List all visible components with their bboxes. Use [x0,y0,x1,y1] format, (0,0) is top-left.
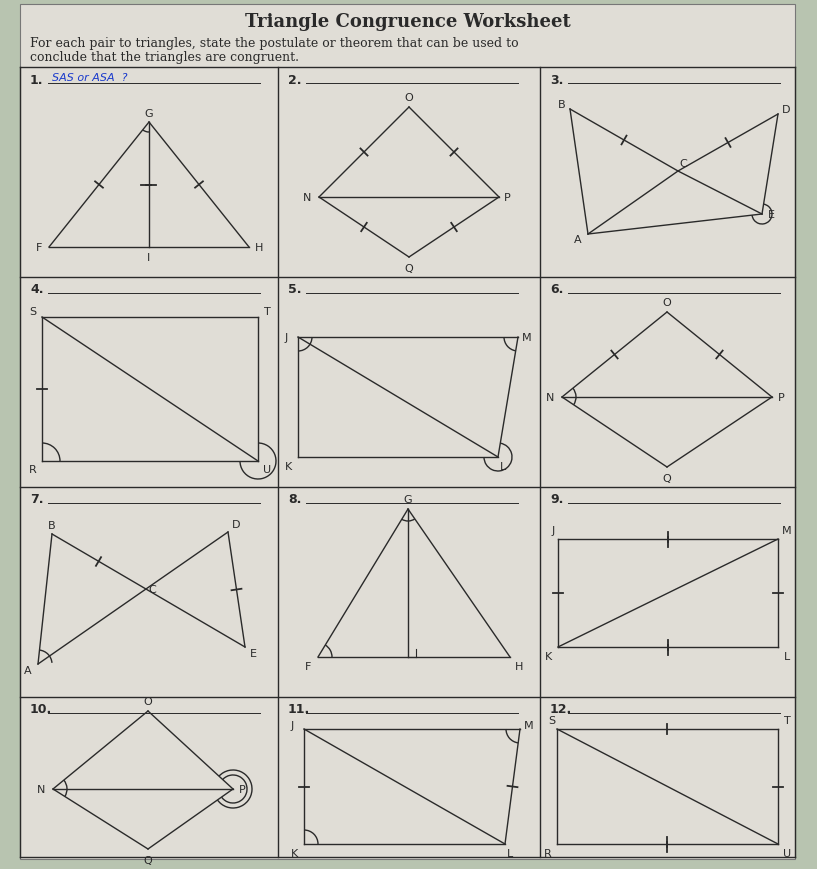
Text: S: S [548,715,556,725]
Text: T: T [264,307,270,316]
Text: O: O [404,93,413,103]
Text: L: L [784,651,790,661]
Text: N: N [37,784,45,794]
Text: P: P [503,193,511,202]
Text: R: R [544,848,551,858]
Text: H: H [515,661,523,671]
Text: J: J [551,526,555,535]
Text: 11.: 11. [288,703,310,716]
Text: B: B [48,521,56,530]
Text: D: D [232,520,240,529]
Text: P: P [239,784,245,794]
Text: Triangle Congruence Worksheet: Triangle Congruence Worksheet [245,13,571,31]
Text: N: N [303,193,311,202]
Text: J: J [290,720,293,730]
Text: 5.: 5. [288,283,301,296]
Text: J: J [284,333,288,342]
Text: F: F [305,661,311,671]
Text: Q: Q [404,263,413,274]
Text: SAS or ASA  ?: SAS or ASA ? [52,73,127,83]
Text: E: E [249,648,257,658]
Text: B: B [558,100,566,109]
Text: K: K [292,848,299,858]
Text: O: O [663,298,672,308]
Text: S: S [29,307,37,316]
Text: K: K [546,651,552,661]
Text: 7.: 7. [30,493,43,506]
FancyBboxPatch shape [20,5,795,859]
Text: conclude that the triangles are congruent.: conclude that the triangles are congruen… [30,51,299,64]
Text: 6.: 6. [550,283,564,296]
Text: G: G [145,109,154,119]
Text: Q: Q [144,855,153,865]
Text: O: O [144,696,153,706]
Text: F: F [36,242,42,253]
Text: R: R [29,464,37,474]
Text: I: I [147,253,150,262]
Text: T: T [784,715,790,725]
Text: C: C [148,584,156,594]
Text: U: U [783,848,791,858]
Text: 4.: 4. [30,283,43,296]
Text: Q: Q [663,474,672,483]
Text: 3.: 3. [550,73,564,86]
Text: K: K [285,461,292,472]
Text: U: U [263,464,271,474]
Text: 2.: 2. [288,73,301,86]
Text: N: N [546,393,554,402]
Text: A: A [574,235,582,245]
Text: 1.: 1. [30,73,43,86]
Text: For each pair to triangles, state the postulate or theorem that can be used to: For each pair to triangles, state the po… [30,36,519,50]
Text: M: M [522,333,532,342]
Text: H: H [255,242,263,253]
Text: L: L [500,461,506,472]
Text: G: G [404,494,413,504]
Text: 9.: 9. [550,493,564,506]
Text: L: L [507,848,513,858]
Text: C: C [679,159,687,169]
Text: M: M [525,720,534,730]
Text: 8.: 8. [288,493,301,506]
Text: M: M [782,526,792,535]
Text: P: P [778,393,784,402]
Text: D: D [782,105,790,115]
Text: E: E [767,209,775,220]
Text: 10.: 10. [30,703,52,716]
Text: 12.: 12. [550,703,572,716]
Text: A: A [25,666,32,675]
